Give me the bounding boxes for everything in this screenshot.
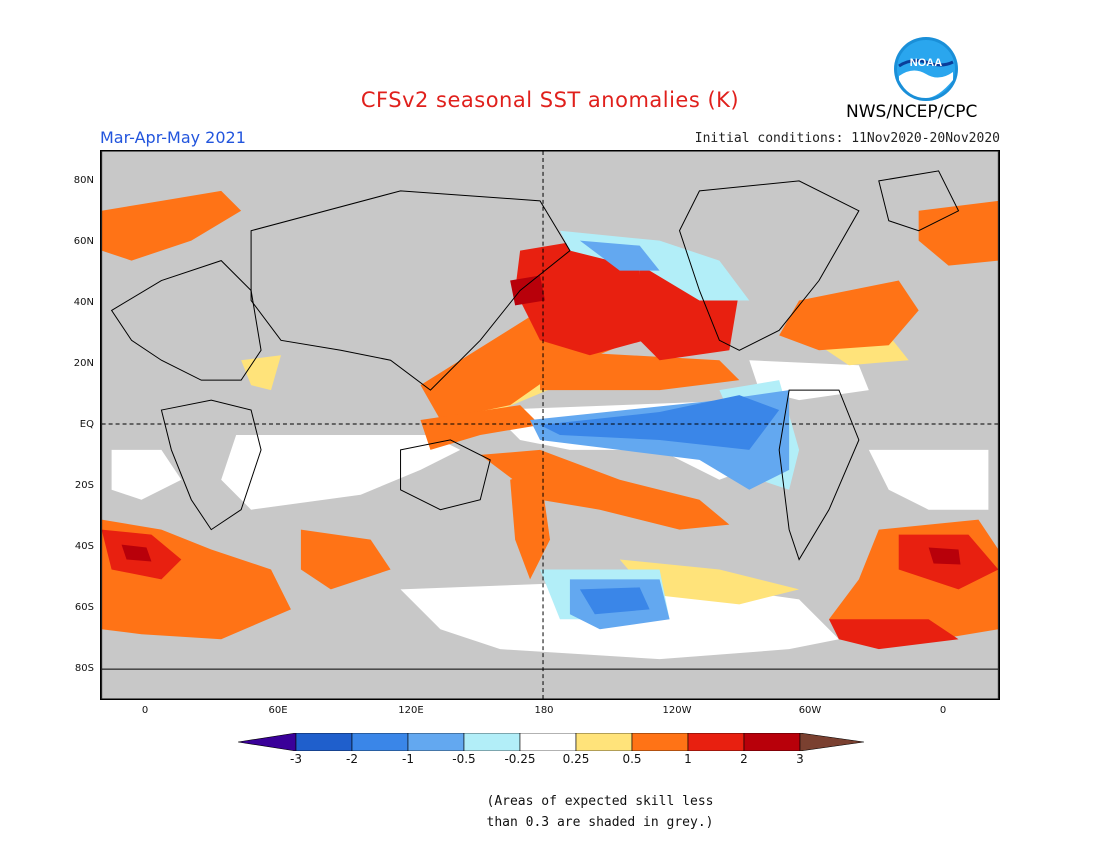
coastlines <box>101 170 999 670</box>
cbar-seg-3 <box>407 733 465 751</box>
cbar-seg-4 <box>463 733 521 751</box>
cbar-seg-8 <box>687 733 745 751</box>
chart-title: CFSv2 seasonal SST anomalies (K) <box>360 88 740 112</box>
lat-label-80n: 80N <box>73 175 94 186</box>
cbar-seg-1 <box>295 733 353 751</box>
season-label: Mar-Apr-May 2021 <box>100 128 246 147</box>
cbar-tick-025: 0.25 <box>562 752 590 766</box>
lon-label-180: 180 <box>534 705 554 716</box>
skill-footnote: (Areas of expected skill less than 0.3 a… <box>400 791 800 833</box>
cbar-seg-2 <box>351 733 409 751</box>
color-scale-bar <box>238 733 864 751</box>
cbar-tick-3: 3 <box>796 752 804 766</box>
lat-label-eq: EQ <box>79 419 94 430</box>
lon-label-120e: 120E <box>398 705 424 716</box>
map-canvas <box>101 150 999 700</box>
footnote-line-2: than 0.3 are shaded in grey.) <box>486 815 714 830</box>
sst-anomaly-map <box>100 150 1000 700</box>
cbar-tick-m1: -1 <box>402 752 414 766</box>
very-strong-warm-regions <box>121 275 961 565</box>
cbar-seg-9 <box>743 733 801 751</box>
cbar-arrow-low <box>238 733 297 751</box>
cbar-tick-m3: -3 <box>290 752 302 766</box>
cbar-tick-2: 2 <box>740 752 748 766</box>
footnote-line-1: (Areas of expected skill less <box>486 794 714 809</box>
cbar-seg-5 <box>519 733 577 751</box>
cbar-tick-m05: -0.5 <box>452 752 476 766</box>
organization-label: NWS/NCEP/CPC <box>846 102 978 122</box>
cbar-tick-m2: -2 <box>346 752 358 766</box>
lon-label-60e: 60E <box>268 705 288 716</box>
lon-label-120w: 120W <box>662 705 692 716</box>
logo-text: NOAA <box>910 57 942 69</box>
lat-label-60s: 60S <box>74 602 94 613</box>
strong-cool-regions <box>540 395 780 615</box>
noaa-logo: NOAA <box>894 37 958 101</box>
cbar-seg-6 <box>575 733 633 751</box>
lat-label-40n: 40N <box>73 297 94 308</box>
cbar-seg-7 <box>631 733 689 751</box>
lon-label-0: 0 <box>141 705 149 716</box>
lat-label-60n: 60N <box>73 236 94 247</box>
lon-label-60w: 60W <box>798 705 822 716</box>
lat-label-20n: 20N <box>73 358 94 369</box>
cbar-tick-1: 1 <box>684 752 692 766</box>
initial-conditions-label: Initial conditions: 11Nov2020-20Nov2020 <box>694 131 1000 146</box>
cbar-tick-m025: -0.25 <box>504 752 536 766</box>
lat-label-20s: 20S <box>74 480 94 491</box>
cbar-arrow-high <box>799 733 864 751</box>
lon-label-0-east: 0 <box>939 705 947 716</box>
cbar-tick-05: 0.5 <box>622 752 642 766</box>
lat-label-80s: 80S <box>74 663 94 674</box>
lat-label-40s: 40S <box>74 541 94 552</box>
